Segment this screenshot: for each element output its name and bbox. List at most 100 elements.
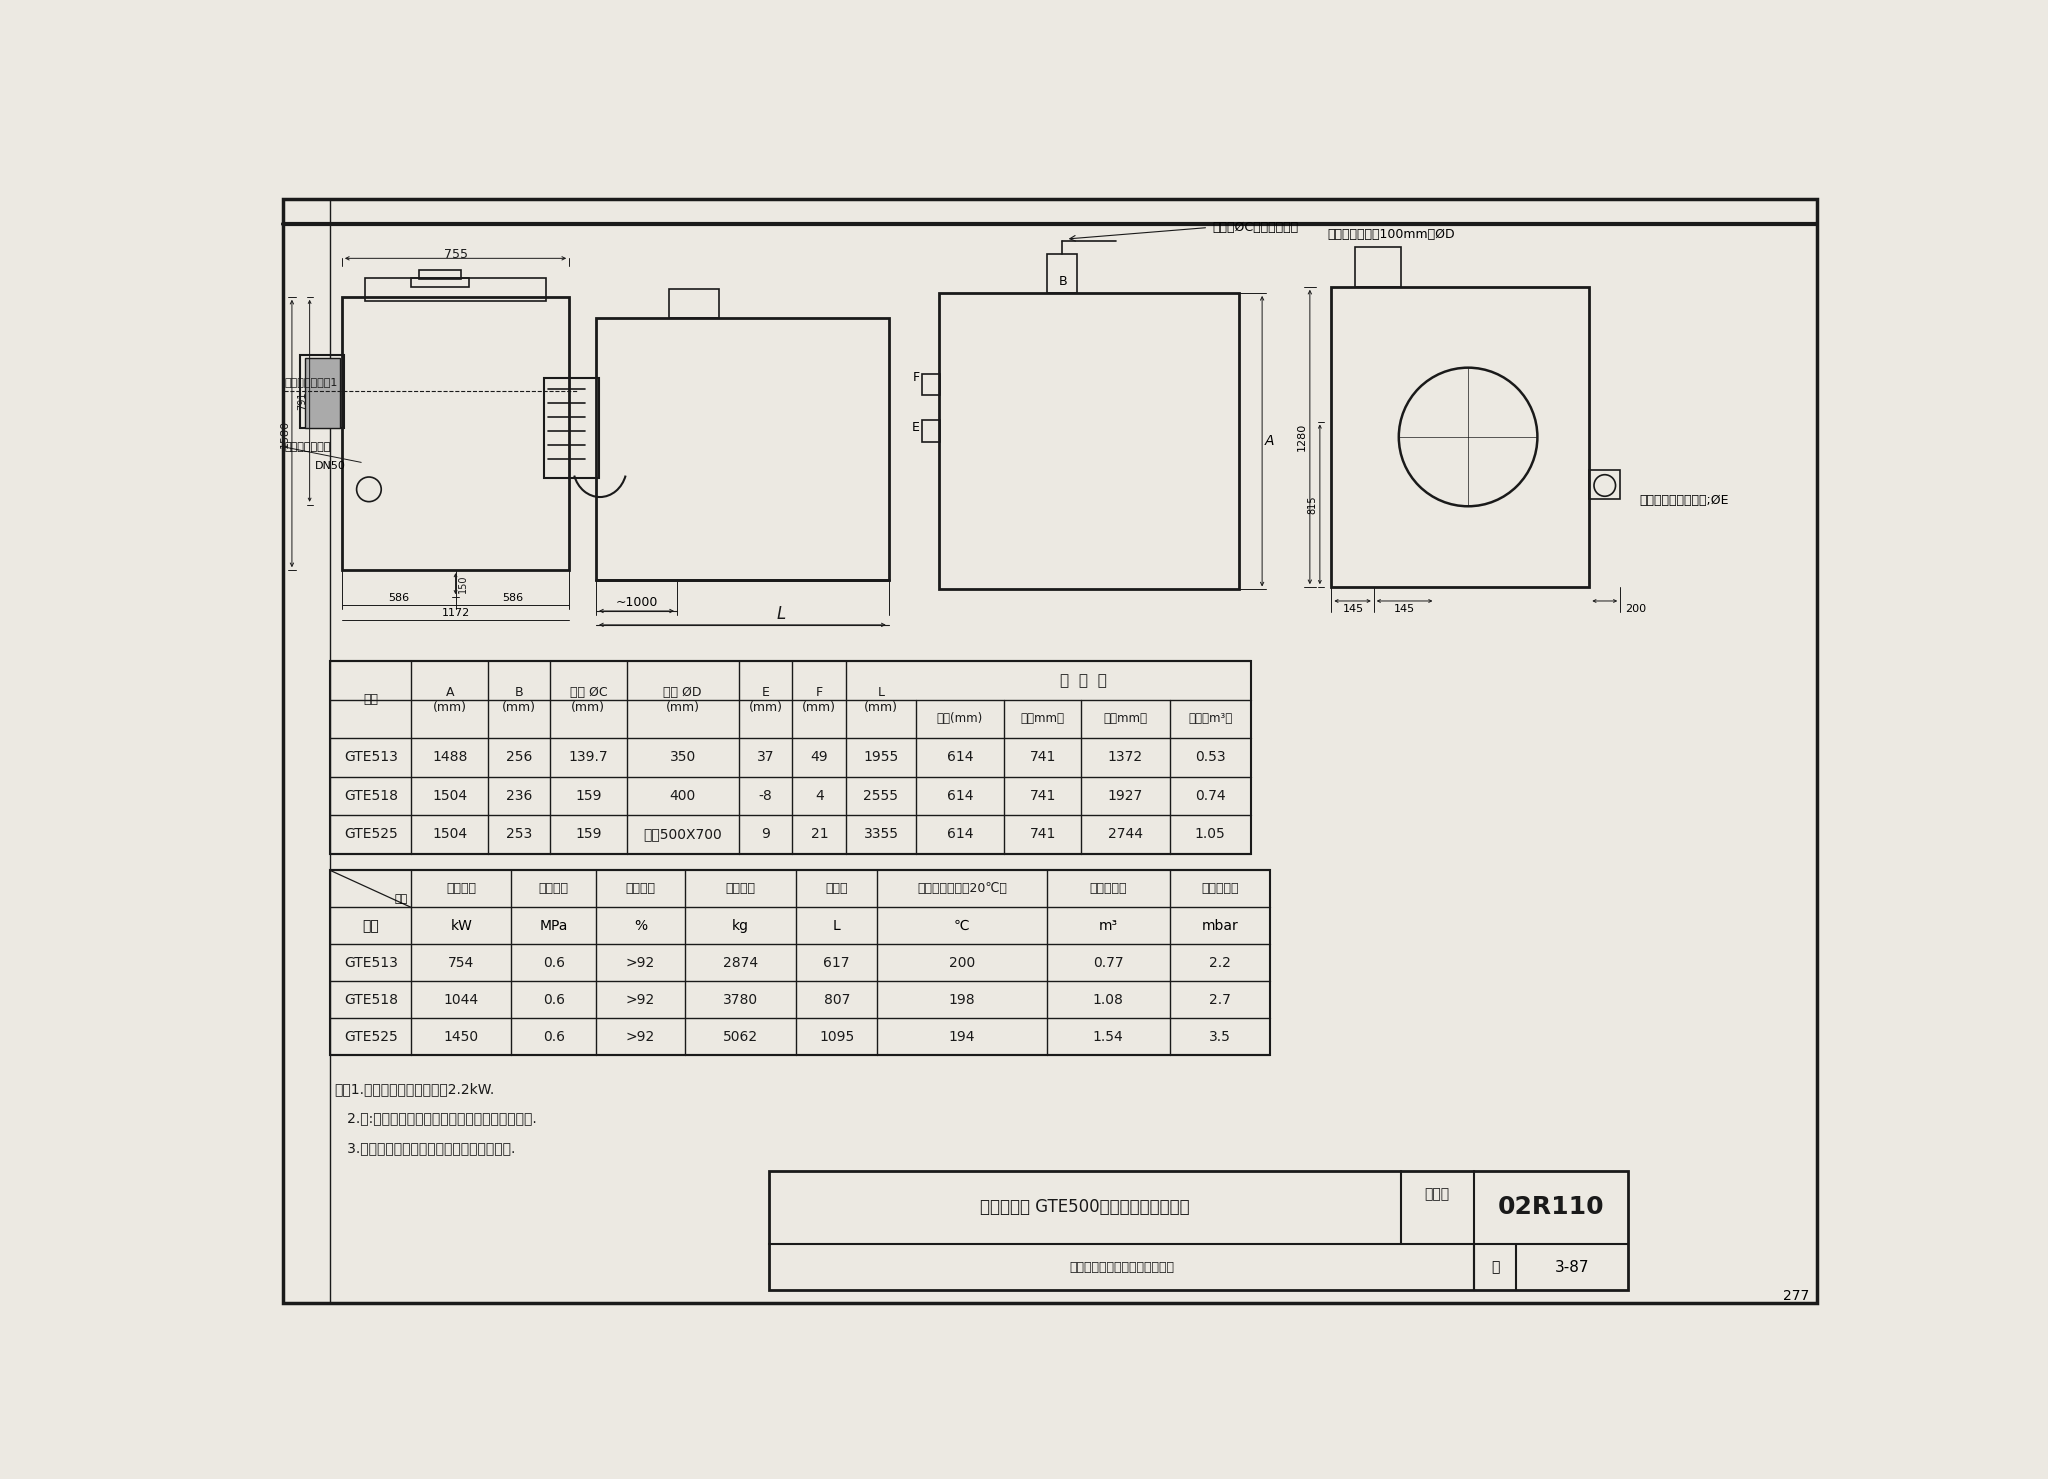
Text: F
(mm): F (mm) <box>803 686 836 713</box>
Text: 586: 586 <box>389 593 410 602</box>
Text: 350: 350 <box>670 750 696 765</box>
Text: 3.5: 3.5 <box>1208 1029 1231 1044</box>
Bar <box>330 661 1251 853</box>
Text: GTE518: GTE518 <box>344 788 397 803</box>
Text: 3-87: 3-87 <box>1554 1260 1589 1275</box>
Text: 21: 21 <box>811 827 827 842</box>
Text: 02R110: 02R110 <box>1497 1195 1604 1219</box>
Text: 审核李冬林校对刘茗军设计傅焰: 审核李冬林校对刘茗军设计傅焰 <box>1069 1260 1174 1273</box>
Text: 741: 741 <box>1030 750 1057 765</box>
Text: MPa: MPa <box>539 918 567 933</box>
Text: mbar: mbar <box>1202 918 1239 933</box>
Text: 2744: 2744 <box>1108 827 1143 842</box>
Text: GTE525: GTE525 <box>344 1029 397 1044</box>
Text: 277: 277 <box>1782 1290 1808 1303</box>
Text: E: E <box>911 422 920 435</box>
Bar <box>420 269 461 280</box>
Text: ~1000: ~1000 <box>614 596 657 609</box>
Text: 单位: 单位 <box>362 918 379 933</box>
Text: 法国德地氏 GTE500系列热水锅炉数据表: 法国德地氏 GTE500系列热水锅炉数据表 <box>981 1198 1190 1216</box>
Bar <box>770 1171 1628 1290</box>
Text: 1.08: 1.08 <box>1094 992 1124 1007</box>
Text: B
(mm): B (mm) <box>502 686 537 713</box>
Text: 614: 614 <box>946 788 973 803</box>
Text: 815: 815 <box>1307 495 1317 513</box>
Text: 1927: 1927 <box>1108 788 1143 803</box>
Text: 0.74: 0.74 <box>1194 788 1225 803</box>
Text: 图集号: 图集号 <box>1425 1186 1450 1201</box>
Text: 设计压力: 设计压力 <box>539 883 569 895</box>
Bar <box>299 355 344 427</box>
Text: 外径 ØD
(mm): 外径 ØD (mm) <box>664 686 702 713</box>
Text: 3355: 3355 <box>864 827 899 842</box>
Text: GTE513: GTE513 <box>344 955 397 970</box>
Text: 0.6: 0.6 <box>543 992 565 1007</box>
Text: 807: 807 <box>823 992 850 1007</box>
Text: 1.54: 1.54 <box>1094 1029 1124 1044</box>
Bar <box>596 318 889 580</box>
Text: 200: 200 <box>948 955 975 970</box>
Text: 37: 37 <box>756 750 774 765</box>
Text: 159: 159 <box>575 788 602 803</box>
Text: F: F <box>911 371 920 385</box>
Text: 锅炉净重: 锅炉净重 <box>725 883 756 895</box>
Bar <box>543 377 600 478</box>
Text: 水容积: 水容积 <box>825 883 848 895</box>
Text: 烟道（连接管长100mm）ØD: 烟道（连接管长100mm）ØD <box>1327 228 1456 241</box>
Text: 139.7: 139.7 <box>569 750 608 765</box>
Bar <box>330 871 1270 1056</box>
Text: 5062: 5062 <box>723 1029 758 1044</box>
Text: >92: >92 <box>627 1029 655 1044</box>
Bar <box>1589 470 1620 500</box>
Text: A
(mm): A (mm) <box>432 686 467 713</box>
Text: 614: 614 <box>946 827 973 842</box>
Text: -8: -8 <box>758 788 772 803</box>
Text: 200: 200 <box>1624 603 1647 614</box>
Text: 2874: 2874 <box>723 955 758 970</box>
Text: 400: 400 <box>670 788 696 803</box>
Text: 页: 页 <box>1491 1260 1499 1273</box>
Text: GTE518: GTE518 <box>344 992 397 1007</box>
Text: 755: 755 <box>444 247 467 260</box>
Text: A: A <box>1266 435 1274 448</box>
Text: 150: 150 <box>459 574 467 593</box>
Text: L: L <box>834 918 840 933</box>
Text: 排烟温度（室温20℃）: 排烟温度（室温20℃） <box>918 883 1008 895</box>
Text: 0.53: 0.53 <box>1194 750 1225 765</box>
Text: m³: m³ <box>1098 918 1118 933</box>
Text: 长（mm）: 长（mm） <box>1104 713 1147 725</box>
Text: 145: 145 <box>1395 603 1415 614</box>
Bar <box>670 288 719 318</box>
Text: 741: 741 <box>1030 827 1057 842</box>
Text: 1450: 1450 <box>444 1029 479 1044</box>
Text: 出水管ØC（焊接结构）: 出水管ØC（焊接结构） <box>1212 220 1298 234</box>
Text: kW: kW <box>451 918 473 933</box>
Text: 外径 ØC
(mm): 外径 ØC (mm) <box>569 686 606 713</box>
Text: 3780: 3780 <box>723 992 758 1007</box>
Text: 4: 4 <box>815 788 823 803</box>
Text: 1955: 1955 <box>864 750 899 765</box>
Text: 1580: 1580 <box>281 420 289 448</box>
Text: GTE513: GTE513 <box>344 750 397 765</box>
Text: 0.6: 0.6 <box>543 955 565 970</box>
Text: 256: 256 <box>506 750 532 765</box>
Text: 1044: 1044 <box>444 992 479 1007</box>
Text: 1280: 1280 <box>1296 423 1307 451</box>
Text: L
(mm): L (mm) <box>864 686 897 713</box>
Text: DN50: DN50 <box>315 461 346 472</box>
Text: 额定功率: 额定功率 <box>446 883 477 895</box>
Text: B: B <box>1059 275 1067 288</box>
Text: 燃烧机中心线（1: 燃烧机中心线（1 <box>285 377 338 387</box>
Text: 586: 586 <box>502 593 522 602</box>
Text: 198: 198 <box>948 992 975 1007</box>
Text: 2.7: 2.7 <box>1208 992 1231 1007</box>
Text: 1372: 1372 <box>1108 750 1143 765</box>
Text: 617: 617 <box>823 955 850 970</box>
Bar <box>922 374 940 395</box>
Text: 1488: 1488 <box>432 750 467 765</box>
Text: 2555: 2555 <box>864 788 899 803</box>
Text: 直径(mm): 直径(mm) <box>936 713 983 725</box>
Text: %: % <box>633 918 647 933</box>
Bar <box>412 278 469 287</box>
Bar <box>342 297 569 571</box>
